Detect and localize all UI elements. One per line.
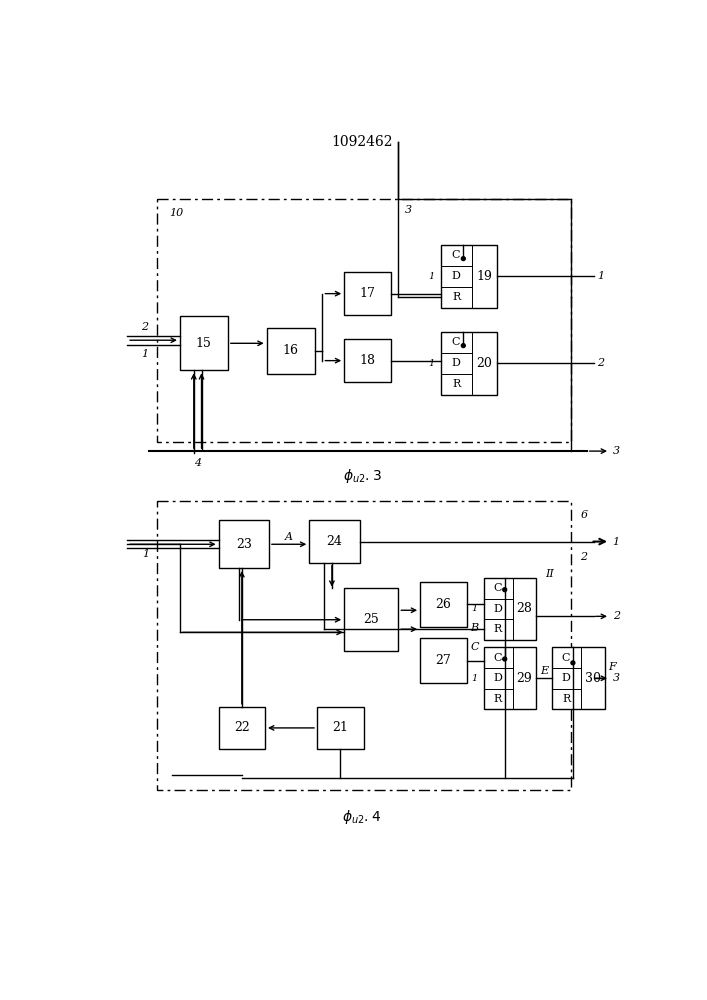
Text: 23: 23	[236, 538, 252, 551]
Text: C: C	[493, 583, 502, 593]
Text: $\phi_{u2}.4$: $\phi_{u2}.4$	[342, 808, 382, 826]
Text: C: C	[562, 653, 571, 663]
Bar	[317, 707, 363, 749]
Bar	[484, 578, 537, 640]
Bar	[218, 707, 265, 749]
Text: 29: 29	[517, 672, 532, 685]
Text: B: B	[470, 623, 479, 633]
Text: 22: 22	[234, 721, 250, 734]
Bar	[309, 520, 360, 563]
Text: 21: 21	[332, 721, 348, 734]
Text: R: R	[562, 694, 570, 704]
Text: R: R	[493, 624, 502, 634]
Text: C: C	[452, 250, 460, 260]
Text: 6: 6	[580, 510, 588, 520]
Text: E: E	[540, 666, 548, 676]
Text: A: A	[285, 532, 293, 542]
Bar	[156, 501, 571, 790]
Text: 28: 28	[517, 602, 532, 615]
Text: 2: 2	[141, 322, 148, 332]
Text: R: R	[452, 379, 460, 389]
Circle shape	[571, 661, 575, 665]
Bar	[156, 199, 571, 442]
Text: 10: 10	[169, 208, 183, 218]
Text: 1: 1	[597, 271, 604, 281]
Text: 1: 1	[471, 604, 477, 613]
Text: R: R	[493, 694, 502, 704]
Text: R: R	[452, 292, 460, 302]
Text: D: D	[452, 271, 460, 281]
Bar	[267, 328, 315, 374]
Bar	[420, 638, 467, 683]
Text: D: D	[493, 604, 502, 614]
Text: 4: 4	[194, 458, 201, 468]
Text: 17: 17	[359, 287, 375, 300]
Text: 3: 3	[404, 205, 411, 215]
Text: 1: 1	[141, 349, 148, 359]
Text: 1092462: 1092462	[331, 135, 392, 149]
Text: 2: 2	[580, 552, 588, 562]
Bar	[552, 647, 604, 709]
Bar	[344, 339, 391, 382]
Text: 30: 30	[585, 672, 601, 685]
Circle shape	[462, 257, 465, 261]
Bar	[420, 582, 467, 627]
Text: 1: 1	[428, 272, 435, 281]
Bar	[344, 272, 391, 315]
Text: 2: 2	[612, 611, 620, 621]
Bar	[441, 332, 497, 395]
Bar	[441, 245, 497, 308]
Text: 1: 1	[428, 359, 435, 368]
Text: 18: 18	[359, 354, 375, 367]
Text: 15: 15	[196, 337, 212, 350]
Text: 27: 27	[436, 654, 451, 667]
Text: F: F	[609, 662, 616, 672]
Text: C: C	[470, 642, 479, 652]
Text: D: D	[493, 673, 502, 683]
Text: 1: 1	[143, 549, 150, 559]
Circle shape	[503, 588, 507, 592]
Text: 1: 1	[612, 537, 620, 547]
Text: 20: 20	[477, 357, 492, 370]
Text: 25: 25	[363, 613, 379, 626]
Text: 2: 2	[597, 358, 604, 368]
Text: C: C	[493, 653, 502, 663]
Text: D: D	[561, 673, 571, 683]
Circle shape	[462, 344, 465, 348]
Text: 19: 19	[477, 270, 492, 283]
Text: $\phi_{u2}.3$: $\phi_{u2}.3$	[343, 467, 381, 485]
Bar	[484, 647, 537, 709]
Text: 26: 26	[436, 598, 451, 611]
Text: 3: 3	[612, 673, 620, 683]
Text: 16: 16	[283, 344, 298, 358]
Text: 1: 1	[471, 674, 477, 683]
Text: II: II	[545, 569, 554, 579]
Bar	[218, 520, 269, 568]
Text: 24: 24	[327, 535, 342, 548]
Bar	[180, 316, 228, 370]
Text: 3: 3	[612, 446, 620, 456]
Text: C: C	[452, 337, 460, 347]
Circle shape	[503, 657, 507, 661]
Text: D: D	[452, 358, 460, 368]
Bar	[344, 588, 398, 651]
